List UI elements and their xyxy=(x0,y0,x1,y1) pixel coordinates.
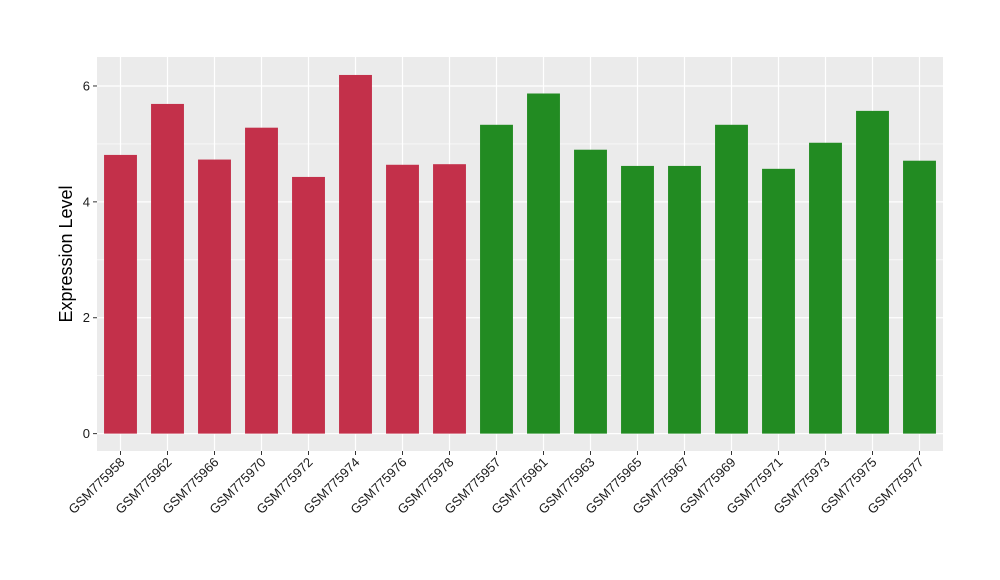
bar-GSM775971 xyxy=(762,168,795,434)
x-axis: GSM775958GSM775962GSM775966GSM775970GSM7… xyxy=(65,451,927,517)
y-tick-label: 4 xyxy=(83,194,90,209)
bar-GSM775975 xyxy=(856,110,889,434)
bar-GSM775967 xyxy=(668,165,701,434)
y-axis-title: Expression Level xyxy=(56,185,76,322)
bar-GSM775978 xyxy=(433,164,466,434)
y-tick-label: 6 xyxy=(83,78,90,93)
y-axis: 0 2 4 6 xyxy=(83,78,97,441)
bar-GSM775963 xyxy=(574,149,607,434)
bar-GSM775972 xyxy=(292,176,325,434)
bar-GSM775966 xyxy=(198,159,231,434)
bar-GSM775965 xyxy=(621,165,654,434)
bar-GSM775970 xyxy=(245,127,278,434)
bars xyxy=(104,74,936,434)
bar-GSM775969 xyxy=(715,124,748,434)
bar-GSM775961 xyxy=(527,93,560,434)
bar-GSM775962 xyxy=(151,103,184,434)
bar-GSM775958 xyxy=(104,154,137,434)
bar-GSM775957 xyxy=(480,124,513,434)
plot-panel xyxy=(97,57,943,451)
bar-GSM775977 xyxy=(903,160,936,434)
y-tick-label: 2 xyxy=(83,310,90,325)
y-tick-label: 0 xyxy=(83,426,90,441)
bar-GSM775974 xyxy=(339,74,372,434)
bar-GSM775976 xyxy=(386,164,419,434)
bar-GSM775973 xyxy=(809,142,842,434)
